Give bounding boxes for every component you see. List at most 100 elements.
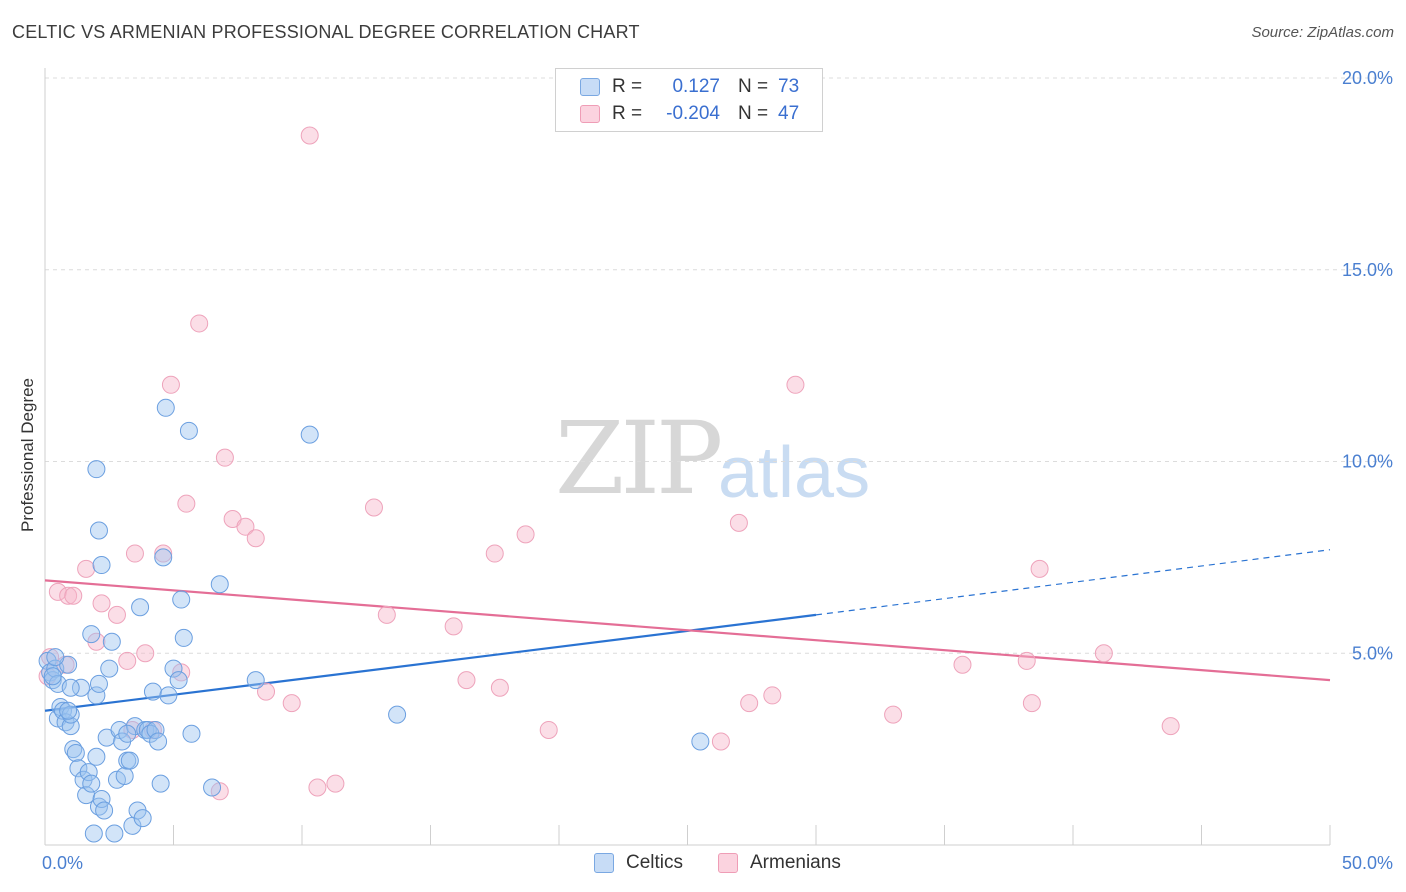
armenians-point [953,655,972,674]
celtics-point [102,632,121,651]
celtics-point [87,747,106,766]
celtics-point [174,628,193,647]
celtics-point [120,751,139,770]
celtics-point [210,575,229,594]
celtics-point [159,686,178,705]
x-tick-label-min: 0.0% [42,853,83,873]
armenians-swatch [718,853,738,873]
legend-row-celtics: R = 0.127 N = 73 [580,74,799,100]
legend-item-celtics[interactable]: Celtics [594,852,683,874]
celtics-point [46,648,65,667]
axes [44,68,1331,846]
celtics-point [182,724,201,743]
armenians-point [215,448,234,467]
correlation-legend: R = 0.127 N = 73 R = -0.204 N = 47 [555,68,823,132]
chart-title: CELTIC VS ARMENIAN PROFESSIONAL DEGREE C… [12,22,640,42]
armenians-trend-line [44,579,1331,682]
celtics-point [118,724,137,743]
armenians-point [125,544,144,563]
armenians-point [457,671,476,690]
armenians-point [1030,559,1049,578]
armenians-point [64,586,83,605]
celtics-point [133,809,152,828]
celtics-point [71,678,90,697]
celtics-point [115,766,134,785]
armenians-point [377,605,396,624]
y-tick-label: 20.0% [1342,68,1393,88]
celtics-point [156,398,175,417]
r-label: R = [612,103,643,124]
armenians-point [444,617,463,636]
celtics-point [151,774,170,793]
celtics-point [164,659,183,678]
tick-labels: 5.0% 10.0% 15.0% 20.0% 0.0% 50.0% [42,68,1393,873]
data-points [38,126,1180,843]
armenians-swatch [580,105,600,123]
n-label: N = [738,103,769,124]
x-tick-label-max: 50.0% [1342,853,1393,873]
armenians-point [136,644,155,663]
armenians-point [539,720,558,739]
celtics-point [69,759,88,778]
y-tick-label: 15.0% [1342,260,1393,280]
celtics-label: Celtics [626,852,684,873]
armenians-point [763,686,782,705]
y-tick-label: 10.0% [1342,452,1393,472]
celtics-point [77,786,96,805]
armenians-point [77,559,96,578]
celtics-point [131,598,150,617]
celtics-point [105,824,124,843]
n-label: N = [738,76,769,97]
armenians-point [107,605,126,624]
armenians-point [118,651,137,670]
armenians-point [59,586,78,605]
celtics-point [246,671,265,690]
celtics-swatch [580,78,600,96]
armenians-point [490,678,509,697]
legend-item-armenians[interactable]: Armenians [718,852,841,874]
celtics-point [154,548,173,567]
legend-row-armenians: R = -0.204 N = 47 [580,101,799,127]
watermark-zip: ZIP [555,400,723,517]
celtics-point [82,625,101,644]
celtics-point [92,789,111,808]
armenians-point [884,705,903,724]
celtics-point [84,824,103,843]
armenians-point [1022,694,1041,713]
r-label: R = [612,76,643,97]
celtics-point [691,732,710,751]
armenians-point [1094,644,1113,663]
celtics-swatch [594,853,614,873]
y-tick-label: 5.0% [1352,643,1393,663]
celtics-point [43,667,62,686]
celtics-point [89,521,108,540]
armenians-point [786,375,805,394]
celtics-point [79,763,98,782]
n-value: 47 [778,103,800,124]
armenians-point [177,494,196,513]
celtics-trend-extension [815,549,1331,616]
celtics-point [95,801,114,820]
celtics-point [100,659,119,678]
celtics-point [149,732,168,751]
armenians-point [516,525,535,544]
celtics-point [61,678,80,697]
armenians-point [729,513,748,532]
celtics-point [87,460,106,479]
armenians-point [257,682,276,701]
armenians-point [154,544,173,563]
celtics-point [172,590,191,609]
armenians-point [161,375,180,394]
armenians-point [300,126,319,145]
grid-lines [45,77,1390,654]
source-label: Source: ZipAtlas.com [1251,24,1394,41]
armenians-point [282,694,301,713]
armenians-point [326,774,345,793]
celtics-point [300,425,319,444]
armenians-point [92,594,111,613]
armenians-point [190,314,209,333]
r-value: -0.204 [666,103,720,124]
celtics-point [82,774,101,793]
celtics-point [143,682,162,701]
